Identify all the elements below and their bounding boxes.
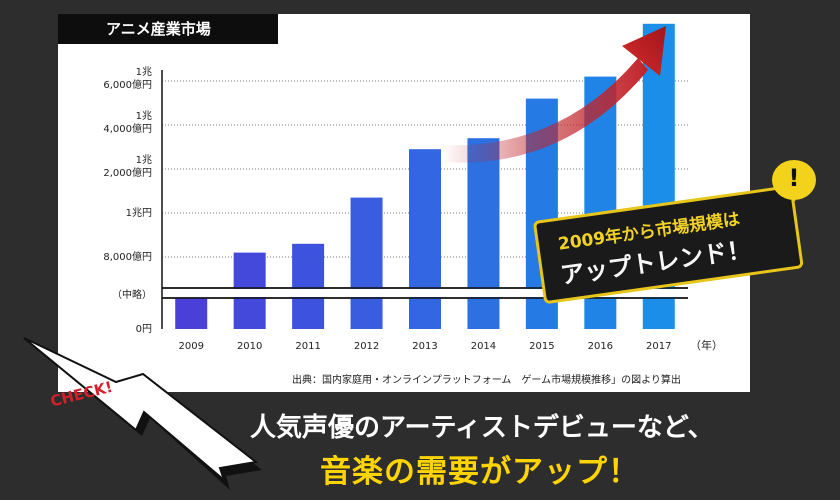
axis-break-label: （中略） <box>112 288 152 301</box>
y-tick-label: 2,000億円 <box>103 166 152 179</box>
x-tick-label: 2011 <box>295 341 320 352</box>
y-tick-label: 8,000億円 <box>103 250 152 263</box>
x-tick-label: 2012 <box>354 341 379 352</box>
exclamation-icon: ! <box>788 164 800 192</box>
bar <box>467 138 500 329</box>
y-tick-label: 1兆 <box>136 154 152 166</box>
y-tick-label: 6,000億円 <box>103 78 152 91</box>
check-pointer <box>23 337 259 484</box>
source-note: 出典：国内家庭用・オンラインプラットフォーム ゲーム市場規模推移」の図より算出 <box>292 375 681 386</box>
headline-line1: 人気声優のアーティストデビューなど、 <box>250 413 714 443</box>
x-tick-label: 2010 <box>237 341 262 352</box>
trend-arrow-head <box>622 26 666 76</box>
y-tick-label: 0円 <box>136 324 152 335</box>
y-tick-label: 4,000億円 <box>103 122 152 135</box>
exclamation-bubble: ! <box>772 160 822 208</box>
bar <box>175 298 208 329</box>
trend-arrow-body <box>442 58 648 163</box>
x-tick-label: 2013 <box>412 341 437 352</box>
bar <box>350 197 383 329</box>
headline-line2: 音楽の需要がアップ！ <box>320 454 640 490</box>
bubble-circle <box>772 160 816 200</box>
y-tick-label: 1兆 <box>136 110 152 122</box>
bar <box>292 243 325 329</box>
x-tick-label: 2015 <box>529 341 554 352</box>
y-tick-label: 1兆 <box>136 66 152 78</box>
bar <box>409 149 441 329</box>
x-tick-label: 2017 <box>646 341 671 352</box>
x-tick-label: 2009 <box>178 341 203 352</box>
x-tick-label: 2016 <box>588 341 613 352</box>
y-tick-label: 1兆円 <box>126 207 152 219</box>
x-axis-label: （年） <box>690 338 723 352</box>
chart-title: アニメ産業市場 <box>58 14 278 44</box>
x-tick-label: 2014 <box>471 341 496 352</box>
axis-break-gap <box>163 289 688 297</box>
